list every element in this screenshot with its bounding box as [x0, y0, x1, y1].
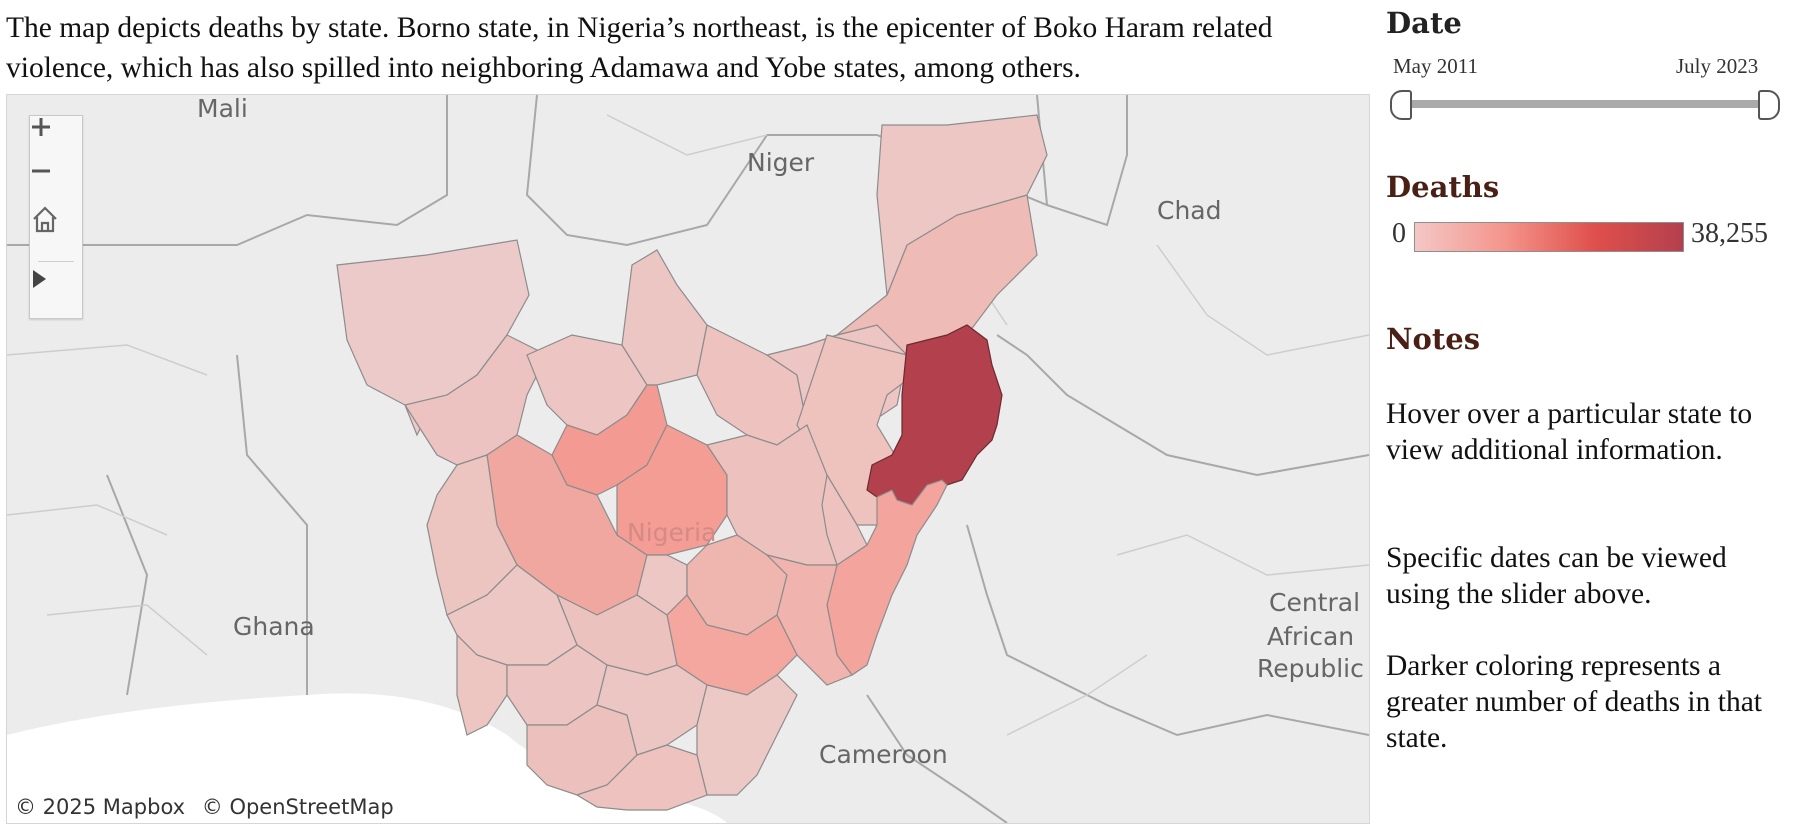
reset-view-button[interactable]: [30, 204, 82, 248]
zoom-in-button[interactable]: [30, 116, 82, 160]
legend-color-ramp: [1414, 222, 1684, 252]
play-icon: [33, 270, 46, 288]
plus-icon: [32, 118, 50, 136]
controls-separator: [38, 261, 74, 262]
ocean: [7, 693, 727, 823]
state-south-south[interactable]: [575, 744, 708, 811]
map-attribution: © 2025 Mapbox © OpenStreetMap: [7, 791, 412, 823]
play-button[interactable]: [30, 268, 82, 312]
legend-max-label: 38,255: [1691, 218, 1768, 249]
nigeria-states[interactable]: [336, 114, 1048, 811]
note-hover: Hover over a particular state to view ad…: [1386, 398, 1753, 466]
legend-min-label: 0: [1392, 218, 1406, 249]
home-icon: [33, 206, 57, 233]
osm-attribution[interactable]: © OpenStreetMap: [201, 795, 394, 819]
zoom-out-button[interactable]: [30, 160, 82, 204]
map-caption: The map depicts deaths by state. Borno s…: [6, 12, 1273, 84]
map-controls: [29, 115, 83, 319]
map-canvas[interactable]: Mali Niger Chad Nigeria Ghana Central Af…: [7, 95, 1369, 823]
label-cameroon: Cameroon: [819, 740, 948, 769]
label-niger: Niger: [747, 148, 815, 177]
label-ghana: Ghana: [233, 612, 315, 641]
state-taraba[interactable]: [765, 553, 853, 686]
label-chad: Chad: [1157, 196, 1222, 225]
label-mali: Mali: [197, 95, 248, 123]
date-slider-end-handle[interactable]: [1758, 90, 1780, 120]
state-borno-north[interactable]: [876, 114, 1048, 296]
label-central: Central: [1269, 588, 1360, 617]
country-labels: Mali Niger Chad Nigeria Ghana Central Af…: [197, 95, 1364, 769]
country-borders: [7, 95, 1369, 823]
date-max-label: July 2023: [1676, 54, 1759, 78]
note-slider: Specific dates can be viewed using the s…: [1386, 542, 1727, 610]
notes-title: Notes: [1386, 322, 1481, 356]
state-ogun[interactable]: [456, 633, 508, 736]
legend-title: Deaths: [1386, 170, 1500, 204]
state-enugu-anambra[interactable]: [596, 664, 708, 756]
mapbox-attribution[interactable]: © 2025 Mapbox: [15, 795, 186, 819]
minus-icon: [32, 169, 50, 173]
state-kebbi-south[interactable]: [404, 334, 548, 466]
state-cross-river[interactable]: [696, 674, 798, 796]
map-view[interactable]: Mali Niger Chad Nigeria Ghana Central Af…: [6, 94, 1370, 824]
date-slider-start-handle[interactable]: [1390, 90, 1412, 120]
date-slider-track[interactable]: [1398, 100, 1762, 108]
label-african: African: [1267, 622, 1354, 651]
date-min-label: May 2011: [1393, 54, 1478, 78]
date-filter-title: Date: [1386, 6, 1462, 40]
label-nigeria: Nigeria: [627, 518, 716, 547]
admin-borders: [7, 114, 1369, 736]
note-coloring: Darker coloring represents a greater num…: [1386, 650, 1762, 754]
label-republic: Republic: [1257, 654, 1364, 683]
